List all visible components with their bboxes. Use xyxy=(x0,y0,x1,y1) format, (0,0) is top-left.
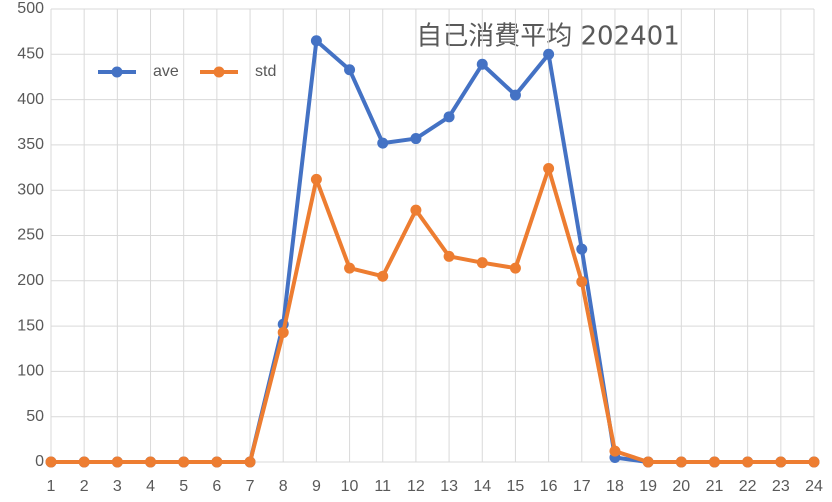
point xyxy=(543,162,555,174)
x-tick-label: 2 xyxy=(80,478,89,495)
x-tick-label: 23 xyxy=(772,478,790,495)
point xyxy=(808,456,820,468)
point xyxy=(45,456,57,468)
point xyxy=(310,173,322,185)
x-tick-label: 18 xyxy=(606,478,624,495)
point xyxy=(410,204,422,216)
point xyxy=(310,35,322,47)
series-line xyxy=(51,166,814,464)
x-tick-label: 11 xyxy=(374,478,391,495)
x-tick-label: 6 xyxy=(212,478,221,495)
point xyxy=(576,276,588,288)
x-tick-label: 14 xyxy=(473,478,491,495)
point xyxy=(277,326,289,338)
x-tick-label: 12 xyxy=(407,478,425,495)
point xyxy=(476,257,488,269)
x-tick-label: 8 xyxy=(279,478,288,495)
x-tick-label: 19 xyxy=(639,478,657,495)
y-tick-label: 200 xyxy=(17,272,44,289)
point xyxy=(344,262,356,274)
point xyxy=(708,456,720,468)
legend-label: ave xyxy=(153,63,179,80)
point xyxy=(244,456,256,468)
y-tick-label: 0 xyxy=(35,453,44,470)
series-line xyxy=(51,38,814,464)
point xyxy=(509,262,521,274)
y-tick-label: 300 xyxy=(17,181,44,198)
y-tick-label: 250 xyxy=(17,227,44,244)
x-tick-label: 9 xyxy=(312,478,321,495)
y-tick-label: 150 xyxy=(17,317,44,334)
x-tick-label: 13 xyxy=(440,478,458,495)
point xyxy=(111,456,123,468)
x-tick-label: 17 xyxy=(573,478,591,495)
point xyxy=(377,270,389,282)
y-tick-label: 100 xyxy=(17,363,44,380)
x-tick-label: 7 xyxy=(246,478,255,495)
point xyxy=(78,456,90,468)
x-tick-label: 16 xyxy=(540,478,558,495)
point xyxy=(675,456,687,468)
y-tick-label: 450 xyxy=(17,46,44,63)
x-tick-label: 4 xyxy=(146,478,155,495)
x-tick-label: 5 xyxy=(179,478,188,495)
legend-label: std xyxy=(255,63,276,80)
point xyxy=(642,456,654,468)
x-tick-label: 15 xyxy=(507,478,525,495)
x-tick-label: 24 xyxy=(805,478,823,495)
chart-title: 自己消費平均 202401 xyxy=(416,22,680,52)
point xyxy=(178,456,190,468)
point xyxy=(145,456,157,468)
y-tick-label: 400 xyxy=(17,91,44,108)
point xyxy=(410,133,422,145)
x-tick-label: 1 xyxy=(47,478,56,495)
x-tick-label: 21 xyxy=(706,478,724,495)
point xyxy=(211,456,223,468)
point xyxy=(509,89,521,101)
point xyxy=(443,250,455,262)
point xyxy=(476,58,488,70)
point xyxy=(775,456,787,468)
y-tick-label: 500 xyxy=(17,0,44,17)
point xyxy=(377,137,389,149)
x-tick-label: 20 xyxy=(672,478,690,495)
point xyxy=(742,456,754,468)
legend-marker xyxy=(213,66,225,78)
legend-marker xyxy=(111,66,123,78)
x-tick-label: 3 xyxy=(113,478,122,495)
y-tick-label: 350 xyxy=(17,136,44,153)
y-tick-label: 50 xyxy=(26,408,44,425)
x-tick-label: 10 xyxy=(341,478,359,495)
point xyxy=(344,64,356,76)
point xyxy=(576,243,588,255)
point xyxy=(609,445,621,457)
point xyxy=(443,111,455,123)
point xyxy=(543,48,555,60)
x-tick-label: 22 xyxy=(739,478,757,495)
